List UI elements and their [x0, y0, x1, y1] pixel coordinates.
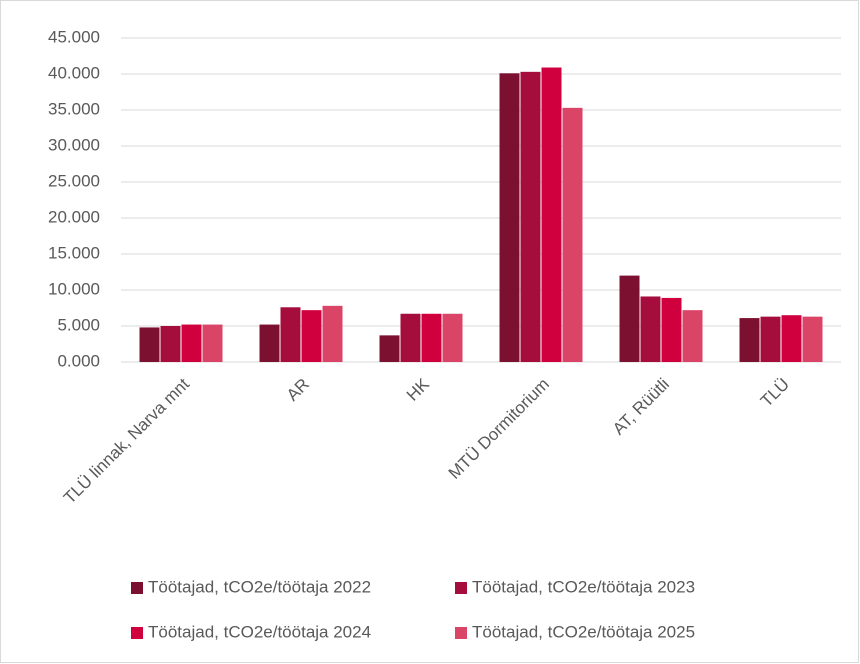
bar	[181, 324, 202, 362]
bar	[499, 73, 520, 362]
bar	[661, 297, 682, 362]
legend-swatch	[131, 627, 143, 639]
bar	[301, 310, 322, 362]
x-tick-label: AR	[283, 375, 313, 405]
bar	[259, 324, 280, 362]
legend-label: Töötajad, tCO2e/töötaja 2025	[472, 622, 695, 641]
bar	[280, 307, 301, 362]
y-tick-label: 5.000	[57, 315, 100, 334]
bar	[682, 310, 703, 362]
bar	[379, 335, 400, 362]
bar	[541, 67, 562, 363]
x-tick-label: AT, Rüütli	[609, 375, 673, 439]
legend-swatch	[131, 582, 143, 594]
bar	[520, 71, 541, 362]
legend-swatch	[455, 582, 467, 594]
bar	[802, 316, 823, 362]
bar	[322, 305, 343, 362]
y-tick-label: 35.000	[48, 99, 100, 118]
bar	[442, 313, 463, 362]
y-tick-label: 20.000	[48, 207, 100, 226]
x-tick-label: TLÜ	[757, 375, 793, 411]
bar	[760, 316, 781, 362]
bar	[562, 107, 583, 362]
y-tick-label: 25.000	[48, 171, 100, 190]
legend-label: Töötajad, tCO2e/töötaja 2022	[148, 577, 371, 596]
x-tick-label: TLÜ linnak, Narva mnt	[60, 374, 193, 507]
x-tick-label: HK	[403, 374, 434, 405]
y-tick-label: 30.000	[48, 135, 100, 154]
bar	[202, 324, 223, 362]
bar	[640, 296, 661, 362]
y-tick-label: 0.000	[57, 351, 100, 370]
y-tick-label: 15.000	[48, 243, 100, 262]
y-tick-label: 10.000	[48, 279, 100, 298]
bar	[781, 315, 802, 362]
bar	[619, 275, 640, 362]
bar	[421, 313, 442, 362]
y-tick-label: 45.000	[48, 27, 100, 46]
legend-swatch	[455, 627, 467, 639]
bar	[139, 327, 160, 362]
y-tick-label: 40.000	[48, 63, 100, 82]
bar	[160, 326, 181, 362]
legend-label: Töötajad, tCO2e/töötaja 2024	[148, 622, 371, 641]
legend-label: Töötajad, tCO2e/töötaja 2023	[472, 577, 695, 596]
bar	[400, 313, 421, 362]
x-tick-label: MTÜ Dormitorium	[445, 375, 553, 483]
bar	[739, 318, 760, 362]
